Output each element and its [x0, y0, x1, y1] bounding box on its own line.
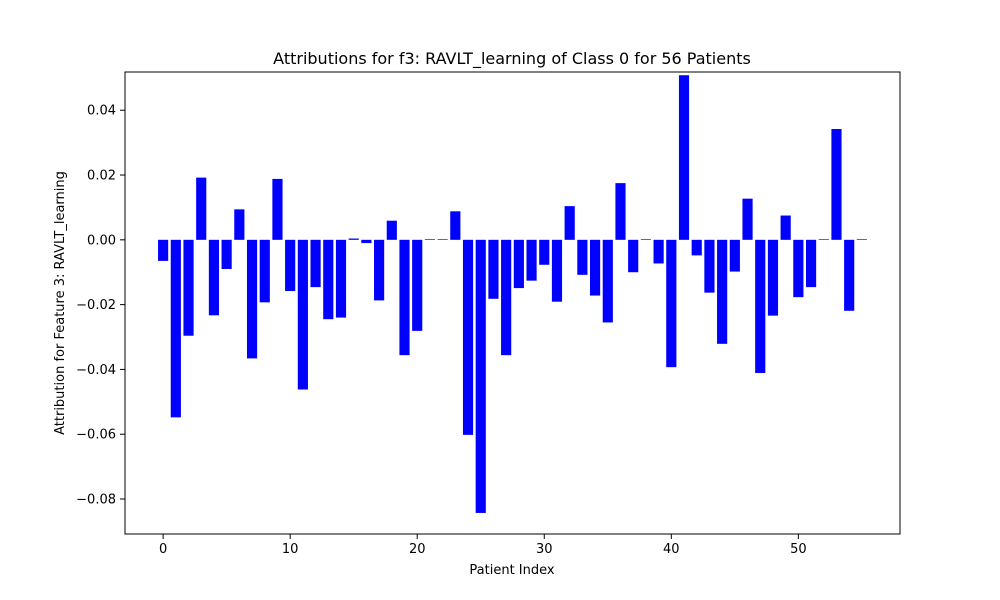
y-axis: −0.08 −0.06 −0.04 −0.02 0.00 0.02 0.04	[76, 104, 125, 508]
bar-patient-17	[374, 239, 385, 301]
bar-patient-28	[513, 239, 524, 289]
y-tick-label: 0.02	[87, 169, 116, 184]
bar-patient-32	[564, 206, 575, 240]
bar-patient-25	[475, 239, 486, 513]
bar-patient-22	[437, 239, 448, 240]
bar-patient-18	[386, 220, 397, 240]
bar-patient-13	[323, 239, 334, 320]
bar-patient-27	[501, 239, 512, 356]
bar-patient-20	[412, 239, 423, 331]
bar-patient-54	[844, 239, 855, 311]
bar-patient-9	[272, 178, 283, 240]
bar-patient-52	[818, 239, 829, 240]
bar-patient-24	[462, 239, 474, 435]
bar-patient-4	[208, 239, 220, 316]
x-tick-label: 0	[159, 542, 167, 557]
chart-title: Attributions for f3: RAVLT_learning of C…	[273, 49, 751, 69]
bar-patient-40	[666, 239, 677, 368]
bars-group	[158, 75, 867, 513]
bar-patient-37	[628, 239, 639, 273]
bar-patient-49	[780, 215, 791, 240]
bar-patient-42	[691, 239, 702, 256]
bar-patient-23	[450, 211, 461, 240]
bar-patient-0	[158, 239, 169, 261]
bar-patient-16	[361, 239, 372, 244]
bar-patient-10	[285, 239, 296, 292]
bar-patient-44	[717, 239, 728, 344]
bar-patient-14	[335, 239, 347, 318]
bar-patient-47	[755, 239, 766, 373]
bar-patient-8	[259, 239, 270, 303]
bar-patient-7	[246, 239, 258, 359]
bar-patient-5	[221, 239, 232, 269]
bar-patient-29	[526, 239, 537, 281]
bar-patient-2	[183, 239, 194, 336]
bar-patient-35	[602, 239, 613, 323]
bar-patient-36	[615, 183, 626, 240]
bar-patient-45	[729, 239, 740, 272]
bar-patient-26	[488, 239, 499, 299]
x-tick-label: 10	[282, 542, 299, 557]
bar-patient-15	[348, 238, 359, 240]
y-tick-label: −0.02	[76, 298, 116, 313]
bar-patient-46	[742, 198, 753, 240]
bar-patient-50	[793, 239, 804, 298]
bar-patient-43	[704, 239, 715, 293]
bar-patient-11	[297, 239, 308, 390]
x-tick-label: 30	[536, 542, 553, 557]
y-tick-label: −0.04	[76, 363, 116, 378]
y-axis-label: Attribution for Feature 3: RAVLT_learnin…	[53, 171, 68, 435]
bar-patient-3	[196, 177, 207, 240]
x-tick-label: 50	[790, 542, 807, 557]
bar-patient-31	[551, 239, 563, 302]
y-tick-label: −0.08	[76, 493, 116, 508]
bar-patient-33	[577, 239, 588, 275]
bar-patient-12	[310, 239, 321, 288]
bar-patient-1	[170, 239, 181, 418]
bar-patient-51	[805, 239, 817, 288]
x-axis: 0 10 20 30 40 50	[159, 534, 807, 557]
x-axis-label: Patient Index	[469, 563, 554, 578]
x-tick-label: 40	[663, 542, 680, 557]
x-tick-label: 20	[409, 542, 426, 557]
bar-patient-55	[856, 239, 867, 240]
bar-patient-6	[234, 209, 245, 240]
plot-frame	[124, 71, 901, 535]
bar-patient-34	[590, 239, 601, 296]
bar-patient-30	[539, 239, 550, 265]
bar-patient-21	[424, 239, 435, 240]
bar-patient-38	[640, 239, 651, 240]
bar-patient-48	[767, 239, 779, 316]
bar-patient-39	[653, 239, 664, 264]
bar-patient-41	[678, 75, 690, 240]
y-tick-label: 0.04	[87, 104, 116, 119]
y-tick-label: 0.00	[87, 233, 116, 248]
bar-patient-53	[831, 129, 842, 240]
y-tick-label: −0.06	[76, 428, 116, 443]
bar-patient-19	[399, 239, 410, 356]
